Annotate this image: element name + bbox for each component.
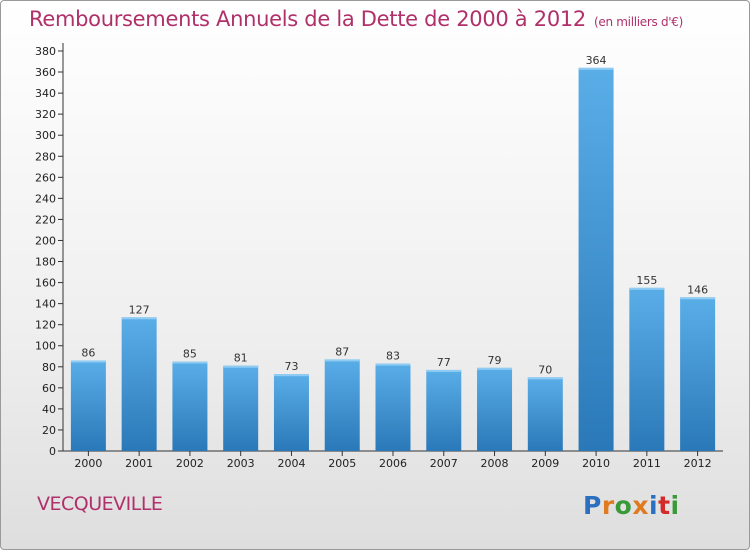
- bar-value-label: 127: [129, 303, 150, 316]
- y-tick-label: 140: [35, 298, 56, 311]
- chart-subtitle: (en milliers d'€): [594, 15, 684, 29]
- bar-value-label: 73: [284, 360, 298, 373]
- bar-value-label: 79: [488, 354, 502, 367]
- bar-highlight: [375, 363, 411, 366]
- y-tick-label: 320: [35, 108, 56, 121]
- y-tick-label: 20: [42, 424, 56, 437]
- bar-value-label: 364: [586, 54, 607, 67]
- bar-2004: [273, 374, 309, 451]
- proxiti-logo: Proxiti: [583, 491, 680, 520]
- bar-highlight: [70, 360, 106, 363]
- bar-2003: [223, 365, 259, 451]
- bar-value-label: 86: [81, 346, 95, 359]
- bar-highlight: [426, 369, 462, 372]
- bar-2006: [375, 363, 411, 451]
- y-tick-label: 240: [35, 192, 56, 205]
- bar-value-label: 81: [234, 352, 248, 365]
- y-tick-label: 200: [35, 234, 56, 247]
- y-tick-label: 0: [49, 445, 56, 458]
- x-tick-label: 2003: [227, 457, 255, 470]
- y-tick-label: 160: [35, 277, 56, 290]
- bar-highlight: [172, 361, 208, 364]
- x-tick-label: 2005: [328, 457, 356, 470]
- y-tick-label: 260: [35, 171, 56, 184]
- bar-2008: [477, 367, 513, 451]
- y-tick-label: 340: [35, 87, 56, 100]
- bar-value-label: 155: [636, 274, 657, 287]
- bar-2000: [70, 360, 106, 451]
- y-tick-label: 280: [35, 150, 56, 163]
- town-name: VECQUEVILLE: [37, 493, 163, 515]
- bar-value-label: 77: [437, 356, 451, 369]
- x-tick-label: 2001: [125, 457, 153, 470]
- y-tick-label: 100: [35, 340, 56, 353]
- bar-2001: [121, 317, 157, 451]
- x-tick-label: 2011: [633, 457, 661, 470]
- bar-value-label: 146: [687, 283, 708, 296]
- y-tick-label: 60: [42, 382, 56, 395]
- bar-value-label: 85: [183, 348, 197, 361]
- bar-2011: [629, 287, 665, 451]
- bar-2009: [527, 377, 563, 451]
- bar-2005: [324, 359, 360, 451]
- x-tick-label: 2000: [74, 457, 102, 470]
- bar-highlight: [477, 367, 513, 370]
- y-tick-label: 380: [35, 45, 56, 58]
- y-tick-label: 180: [35, 256, 56, 269]
- bar-highlight: [680, 297, 716, 300]
- y-tick-label: 220: [35, 213, 56, 226]
- bar-value-label: 70: [538, 363, 552, 376]
- bar-2012: [680, 297, 716, 451]
- bar-highlight: [121, 317, 157, 320]
- y-tick-label: 80: [42, 361, 56, 374]
- y-tick-label: 120: [35, 319, 56, 332]
- bar-highlight: [527, 377, 563, 380]
- chart-title-text: Remboursements Annuels de la Dette de 20…: [29, 7, 586, 31]
- bar-2010: [578, 67, 614, 451]
- bar-highlight: [324, 359, 360, 362]
- bar-highlight: [578, 67, 614, 70]
- x-tick-label: 2004: [277, 457, 305, 470]
- bar-highlight: [273, 374, 309, 377]
- chart-title: Remboursements Annuels de la Dette de 20…: [29, 7, 683, 31]
- bar-2007: [426, 369, 462, 451]
- x-tick-label: 2012: [684, 457, 712, 470]
- x-tick-label: 2002: [176, 457, 204, 470]
- x-tick-label: 2009: [531, 457, 559, 470]
- bar-highlight: [223, 365, 259, 368]
- y-tick-label: 300: [35, 129, 56, 142]
- y-tick-label: 360: [35, 66, 56, 79]
- x-tick-label: 2010: [582, 457, 610, 470]
- y-tick-label: 40: [42, 403, 56, 416]
- x-tick-label: 2006: [379, 457, 407, 470]
- x-tick-label: 2008: [481, 457, 509, 470]
- bar-value-label: 87: [335, 345, 349, 358]
- bar-value-label: 83: [386, 350, 400, 363]
- bar-2002: [172, 361, 208, 451]
- bar-highlight: [629, 287, 665, 290]
- x-tick-label: 2007: [430, 457, 458, 470]
